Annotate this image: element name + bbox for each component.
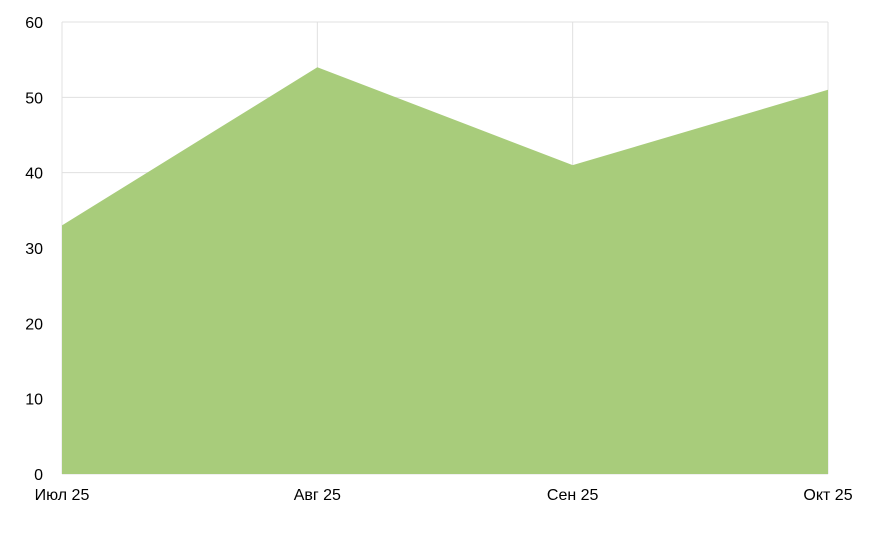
x-tick-label-2: Сен 25 bbox=[547, 487, 599, 504]
area-series-layer bbox=[61, 67, 829, 474]
y-tick-label-30: 30 bbox=[25, 241, 43, 258]
y-tick-label-50: 50 bbox=[25, 90, 43, 107]
y-tick-label-20: 20 bbox=[25, 316, 43, 333]
x-tick-label-0: Июл 25 bbox=[35, 487, 90, 504]
x-tick-label-1: Авг 25 bbox=[294, 487, 341, 504]
y-tick-label-60: 60 bbox=[25, 15, 43, 32]
x-axis-tick-labels: Июл 25 Авг 25 Сен 25 Окт 25 bbox=[35, 487, 853, 504]
y-tick-label-0: 0 bbox=[34, 467, 43, 484]
x-tick-label-3: Окт 25 bbox=[803, 487, 852, 504]
y-axis-tick-labels: 0 10 20 30 40 50 60 bbox=[25, 15, 43, 484]
y-tick-label-10: 10 bbox=[25, 392, 43, 409]
y-tick-label-40: 40 bbox=[25, 166, 43, 183]
area-series-0 bbox=[62, 67, 828, 474]
